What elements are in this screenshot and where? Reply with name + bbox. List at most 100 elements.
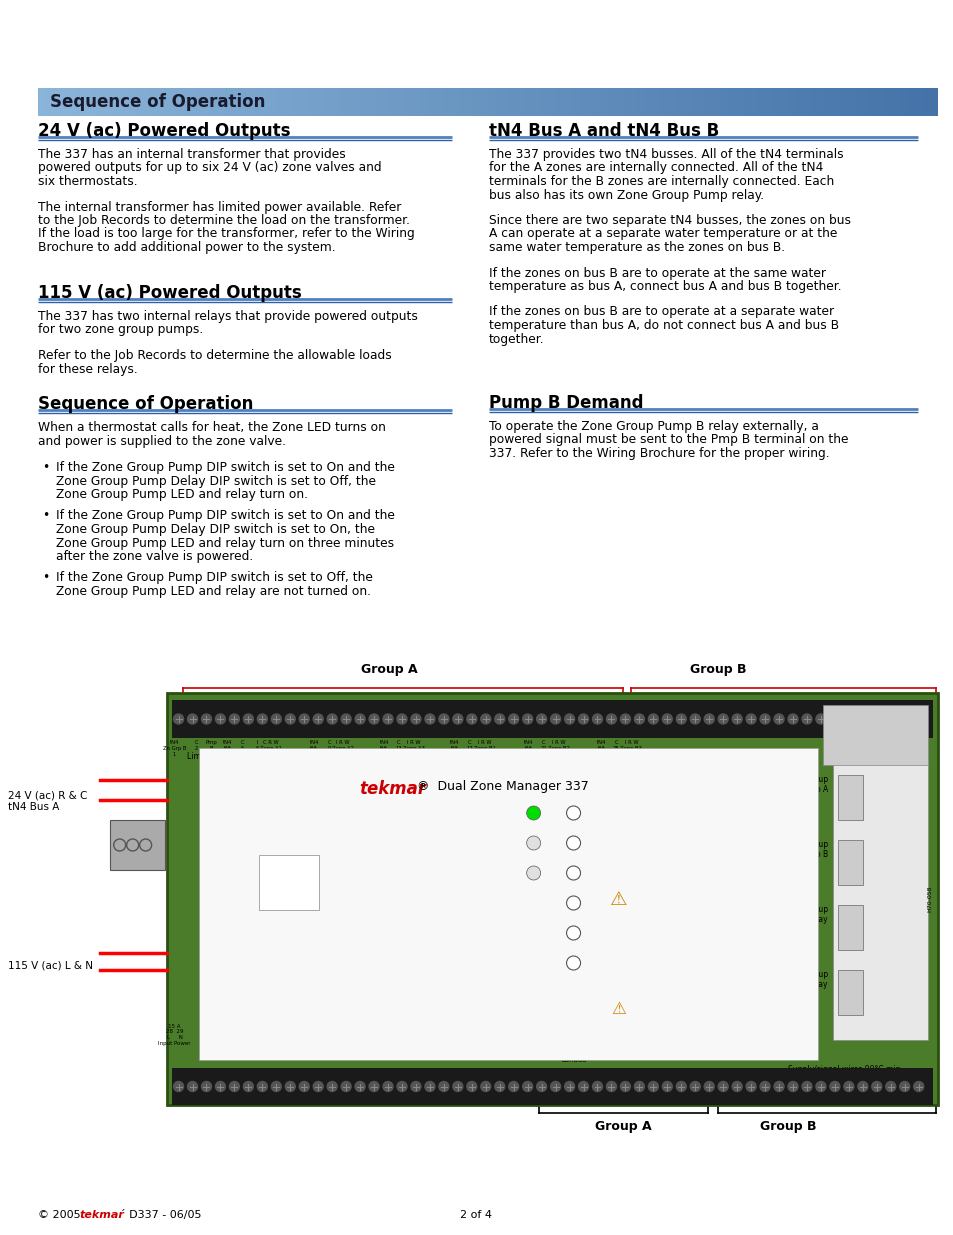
Bar (659, 88, 667, 116)
Text: Zone Group Pump B: Zone Group Pump B (337, 869, 436, 879)
Text: Zone B3: Zone B3 (587, 958, 628, 968)
Circle shape (215, 1082, 225, 1092)
Text: A3: A3 (865, 931, 873, 936)
Text: If the zones on bus B are to operate at the same water: If the zones on bus B are to operate at … (488, 267, 825, 279)
Circle shape (592, 1082, 602, 1092)
Text: ⚠: ⚠ (609, 890, 626, 909)
Bar (38, 88, 46, 116)
Text: The 337 provides two tN4 busses. All of the tN4 terminals: The 337 provides two tN4 busses. All of … (488, 148, 842, 161)
Text: tN4
Zn Grp B
1: tN4 Zn Grp B 1 (163, 740, 186, 757)
Circle shape (438, 714, 449, 724)
Text: tN4 Bus A and tN4 Bus B: tN4 Bus A and tN4 Bus B (488, 122, 719, 140)
Bar (180, 88, 188, 116)
Text: Zone Group Pump Delay DIP switch is set to On, the: Zone Group Pump Delay DIP switch is set … (56, 522, 375, 536)
Circle shape (396, 714, 407, 724)
Bar (592, 88, 599, 116)
Circle shape (801, 714, 811, 724)
Text: Group A: Group A (595, 1120, 651, 1132)
Text: Zone Group
Pump B: Zone Group Pump B (782, 840, 827, 860)
Circle shape (690, 714, 700, 724)
Circle shape (913, 1082, 923, 1092)
Bar (510, 88, 517, 116)
Circle shape (566, 806, 580, 820)
Circle shape (201, 1082, 212, 1092)
Circle shape (871, 1082, 881, 1092)
Bar (75, 88, 83, 116)
Circle shape (857, 714, 867, 724)
Bar (532, 88, 539, 116)
Bar (248, 88, 255, 116)
Bar (539, 88, 547, 116)
Text: If the zones on bus B are to operate at a separate water: If the zones on bus B are to operate at … (488, 305, 833, 319)
Bar (105, 88, 112, 116)
Text: B2: B2 (865, 853, 873, 858)
Text: Sequence of Operation: Sequence of Operation (50, 93, 265, 111)
Bar (704, 88, 712, 116)
Circle shape (703, 1082, 714, 1092)
Circle shape (411, 1082, 420, 1092)
Circle shape (550, 714, 560, 724)
Circle shape (564, 1082, 574, 1092)
Bar (809, 88, 817, 116)
Circle shape (369, 1082, 378, 1092)
Circle shape (884, 1082, 895, 1092)
Circle shape (857, 1082, 867, 1092)
Bar (630, 88, 637, 116)
Bar (854, 88, 862, 116)
Text: Brochure to add additional power to the system.: Brochure to add additional power to the … (38, 241, 335, 254)
Text: Power: Power (406, 809, 436, 819)
Circle shape (480, 1082, 490, 1092)
Text: For product literature:
www.tekmarcontrols.com: For product literature: www.tekmarcontro… (249, 937, 346, 956)
Text: 24 V (ac) Fuse: T2.5 A 250 V
On/Off: 24 V (ac) Fuse: T2.5 A 250 V On/Off (820, 708, 928, 727)
Bar (368, 88, 375, 116)
Circle shape (355, 714, 365, 724)
Bar (795, 88, 801, 116)
Bar (172, 1068, 932, 1105)
Bar (584, 88, 592, 116)
Text: after the zone valve is powered.: after the zone valve is powered. (56, 550, 253, 563)
Bar (787, 88, 795, 116)
Circle shape (676, 1082, 685, 1092)
Text: •: • (42, 461, 50, 474)
Bar (817, 88, 824, 116)
Circle shape (661, 714, 672, 724)
Bar (517, 88, 525, 116)
Circle shape (843, 1082, 853, 1092)
Circle shape (913, 714, 923, 724)
Bar (502, 88, 510, 116)
Bar (98, 88, 105, 116)
Text: tN4
tNt
4: tN4 tNt 4 (222, 740, 232, 757)
Bar (837, 776, 862, 820)
Circle shape (606, 1082, 616, 1092)
Bar (914, 88, 922, 116)
Text: Sequence of Operation: Sequence of Operation (38, 395, 253, 412)
Text: Group B: Group B (689, 663, 745, 676)
Text: I R W
Zone A2
10 11: I R W Zone A2 10 11 (332, 740, 354, 757)
Bar (837, 840, 862, 885)
Bar (210, 88, 217, 116)
Circle shape (578, 714, 588, 724)
Text: Limited power available, see wiring brochure: Limited power available, see wiring broc… (187, 752, 359, 761)
Text: for these relays.: for these relays. (38, 363, 137, 375)
Bar (757, 88, 764, 116)
Bar (405, 88, 413, 116)
Text: Zone A3: Zone A3 (587, 868, 627, 878)
Bar (780, 88, 787, 116)
Circle shape (453, 1082, 462, 1092)
Bar (330, 88, 337, 116)
Text: tN4
tNt
16: tN4 tNt 16 (450, 740, 459, 757)
Text: temperature than bus A, do not connect bus A and bus B: temperature than bus A, do not connect b… (488, 319, 838, 332)
Bar (83, 88, 91, 116)
Circle shape (424, 1082, 435, 1092)
Circle shape (884, 714, 895, 724)
Bar (547, 88, 555, 116)
Bar (52, 88, 60, 116)
Bar (697, 88, 704, 116)
Circle shape (566, 956, 580, 969)
Circle shape (634, 714, 643, 724)
Bar (644, 88, 652, 116)
Text: tN4
tNt
20: tN4 tNt 20 (523, 740, 533, 757)
Text: A3: A3 (865, 802, 873, 806)
Bar (195, 88, 203, 116)
Circle shape (815, 714, 825, 724)
